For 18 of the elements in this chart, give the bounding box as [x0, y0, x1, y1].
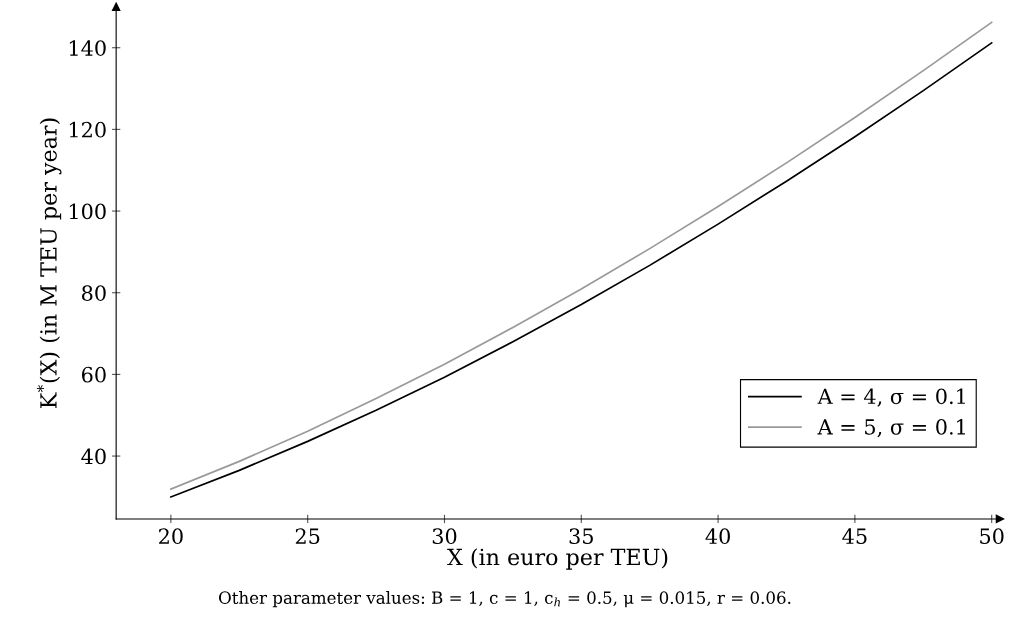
- x-axis-title: X (in euro per TEU): [447, 548, 668, 570]
- x-tick-label: 20: [159, 528, 183, 545]
- x-tick-label: 45: [842, 528, 867, 545]
- y-tick-label: 140: [69, 40, 106, 56]
- y-tick-label: 80: [82, 285, 106, 301]
- x-tick-label: 25: [295, 528, 320, 545]
- y-tick-label: 100: [69, 203, 106, 220]
- y-tick-label: 40: [81, 448, 106, 465]
- x-tick-label: 40: [705, 528, 730, 545]
- x-tick-label: 30: [432, 528, 457, 545]
- y-tick-label: 120: [69, 121, 106, 138]
- y-axis-title: K$^{*}$(X) (in M TEU per year): [36, 118, 62, 409]
- legend-label: A = 5, σ = 0.1: [817, 418, 965, 438]
- x-tick-label: 35: [569, 528, 593, 545]
- legend-label: A = 4, σ = 0.1: [817, 388, 965, 407]
- x-tick-label: 50: [980, 528, 1004, 545]
- y-tick-label: 60: [82, 366, 106, 383]
- text: Other parameter values: B = 1, c = 1, c$_{h}$ = 0.5, μ = 0.015, r = 0.06.: [219, 591, 791, 608]
